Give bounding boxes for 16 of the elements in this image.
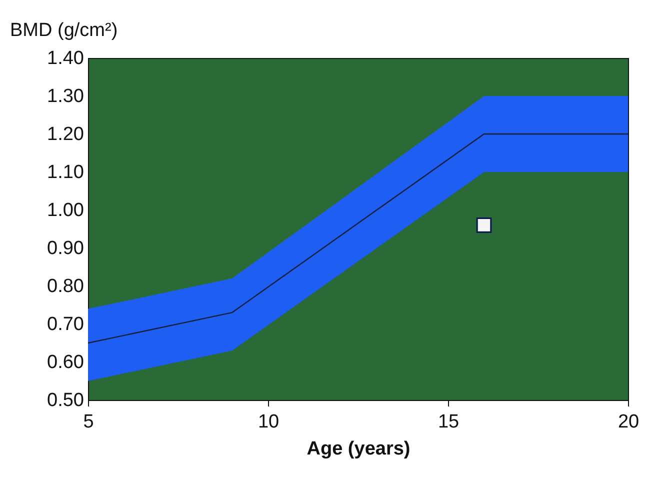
y-tick-label: 0.80 — [47, 276, 84, 297]
x-axis-title: Age (years) — [306, 438, 410, 460]
y-tick-label: 0.50 — [47, 390, 84, 411]
y-tick-label: 0.90 — [47, 238, 84, 259]
x-tick-label: 20 — [618, 412, 640, 432]
y-tick-label: 0.60 — [47, 352, 84, 373]
x-tick-label: 15 — [438, 412, 460, 432]
x-tick-label: 10 — [258, 412, 280, 432]
y-axis-title: BMD (g/cm²) — [10, 20, 118, 41]
y-tick-label: 0.70 — [47, 314, 84, 335]
x-tick-label: 5 — [83, 412, 94, 432]
y-tick-label: 1.30 — [47, 86, 84, 107]
y-tick-label: 1.10 — [47, 162, 84, 183]
y-tick-label: 1.40 — [47, 48, 84, 69]
y-tick-label: 1.00 — [47, 200, 84, 221]
y-tick-label: 1.20 — [47, 124, 84, 145]
